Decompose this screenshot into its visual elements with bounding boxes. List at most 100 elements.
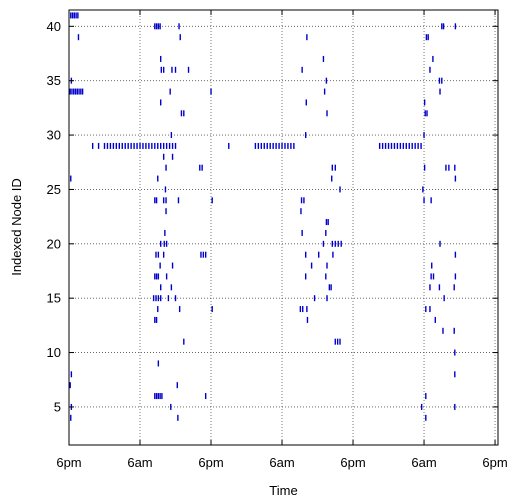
- data-point: [167, 295, 170, 302]
- data-point: [159, 393, 161, 400]
- data-point: [163, 240, 165, 247]
- data-point: [313, 295, 316, 302]
- data-point: [160, 284, 162, 291]
- data-point: [438, 77, 441, 84]
- data-point: [159, 23, 161, 30]
- data-point: [162, 251, 165, 258]
- data-point: [441, 77, 443, 84]
- data-point: [387, 142, 390, 149]
- data-point: [334, 164, 336, 171]
- data-point: [69, 88, 71, 95]
- data-point: [304, 273, 307, 280]
- data-point: [390, 142, 393, 149]
- data-point: [381, 142, 384, 149]
- data-point: [171, 153, 174, 160]
- data-point: [152, 295, 155, 302]
- data-point: [69, 382, 71, 389]
- data-point: [133, 142, 135, 149]
- data-point: [177, 414, 179, 421]
- data-point: [326, 262, 328, 269]
- data-point: [278, 142, 280, 149]
- data-point: [155, 273, 158, 280]
- y-axis-title: Indexed Node ID: [9, 178, 24, 276]
- data-point: [115, 142, 118, 149]
- data-point: [159, 262, 161, 269]
- data-point: [423, 197, 425, 204]
- data-point: [118, 142, 120, 149]
- data-point: [266, 142, 268, 149]
- data-point: [162, 197, 165, 204]
- data-point: [454, 403, 456, 410]
- x-axis-title: Time: [269, 483, 297, 498]
- data-point: [165, 164, 167, 171]
- data-point: [202, 251, 205, 258]
- data-point: [154, 23, 156, 30]
- data-point: [425, 393, 427, 400]
- data-point: [155, 393, 158, 400]
- data-point: [454, 23, 457, 30]
- data-point: [340, 240, 342, 247]
- data-point: [136, 142, 138, 149]
- data-point: [442, 23, 445, 30]
- data-point: [76, 88, 78, 95]
- data-point: [322, 240, 325, 247]
- data-point: [70, 12, 72, 19]
- data-point: [170, 132, 173, 139]
- data-point: [430, 197, 432, 204]
- data-point: [157, 273, 160, 280]
- data-point: [154, 393, 156, 400]
- data-point: [300, 208, 302, 215]
- data-point: [301, 229, 303, 236]
- data-point: [70, 371, 73, 378]
- data-point: [211, 306, 213, 313]
- data-point: [71, 88, 73, 95]
- data-point: [160, 99, 162, 106]
- data-point: [157, 251, 160, 258]
- data-point: [337, 240, 339, 247]
- data-point: [254, 142, 257, 149]
- data-point: [325, 229, 327, 236]
- data-point: [157, 306, 159, 313]
- data-point: [427, 34, 429, 41]
- y-tick-label: 5: [54, 399, 61, 414]
- plot-frame: [68, 9, 499, 446]
- data-point: [310, 262, 313, 269]
- data-point: [429, 284, 431, 291]
- data-point: [77, 34, 80, 41]
- data-point: [154, 273, 156, 280]
- data-point: [179, 34, 181, 41]
- data-point: [378, 142, 381, 149]
- data-point: [178, 306, 181, 313]
- data-point: [157, 23, 160, 30]
- data-point: [334, 338, 336, 345]
- data-point: [204, 393, 207, 400]
- data-point: [81, 88, 84, 95]
- data-point: [78, 88, 80, 95]
- data-point: [74, 88, 77, 95]
- x-tick-label: 6pm: [198, 455, 223, 470]
- data-point: [162, 153, 165, 160]
- data-point: [429, 66, 431, 73]
- data-point: [411, 142, 413, 149]
- data-point: [211, 197, 213, 204]
- data-point: [97, 142, 100, 149]
- x-tick-label: 6pm: [340, 455, 365, 470]
- data-point: [453, 327, 455, 334]
- data-point: [454, 164, 456, 171]
- data-point: [162, 66, 165, 73]
- data-point: [106, 142, 109, 149]
- data-point: [73, 88, 75, 95]
- data-point: [165, 240, 168, 247]
- data-point: [164, 186, 167, 193]
- x-tick-label: 6pm: [482, 455, 507, 470]
- data-point: [396, 142, 399, 149]
- data-point: [174, 66, 177, 73]
- data-point: [441, 23, 443, 30]
- data-point: [161, 393, 163, 400]
- data-point: [162, 142, 165, 149]
- data-point: [443, 295, 445, 302]
- data-point: [439, 240, 441, 247]
- data-point: [453, 284, 455, 291]
- x-tick-label: 6am: [411, 455, 436, 470]
- data-point: [425, 414, 427, 421]
